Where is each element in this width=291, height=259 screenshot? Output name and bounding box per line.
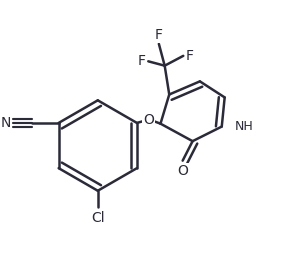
Text: F: F	[138, 54, 146, 68]
Text: O: O	[177, 164, 188, 178]
Text: NH: NH	[235, 120, 254, 133]
Text: N: N	[1, 116, 11, 130]
Text: Cl: Cl	[91, 211, 104, 225]
Text: O: O	[143, 113, 154, 127]
Text: F: F	[155, 28, 163, 42]
Text: F: F	[186, 49, 194, 63]
